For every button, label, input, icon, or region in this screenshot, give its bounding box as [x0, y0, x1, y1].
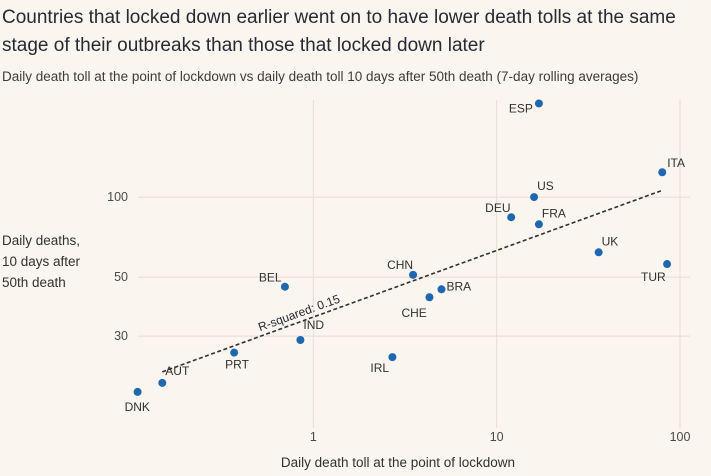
trendline-group: R-squared: 0.15 — [162, 189, 663, 373]
point-tur — [663, 260, 672, 269]
point-us — [530, 193, 539, 202]
y-axis-label: Daily deaths, 10 days after 50th death — [2, 233, 81, 290]
label-us: US — [537, 179, 554, 193]
data-points — [133, 99, 672, 396]
label-prt: PRT — [225, 358, 249, 372]
point-labels: ESP ITA US DEU FRA UK TUR CHN BRA CHE BEL IND IRL PRT… — [125, 101, 685, 413]
chart-subtitle: Daily death toll at the point of lockdow… — [2, 69, 639, 84]
y-axis-label-line: 10 days after — [2, 254, 81, 269]
label-esp: ESP — [509, 101, 533, 115]
x-tick-10: 10 — [490, 430, 504, 444]
r-squared-annotation: R-squared: 0.15 — [256, 292, 342, 335]
label-fra: FRA — [542, 206, 566, 220]
point-chn — [409, 270, 418, 279]
gridlines — [138, 100, 690, 428]
y-axis-label-line: Daily deaths, — [2, 233, 80, 248]
x-tick-labels: 1 10 100 — [310, 430, 691, 444]
point-fra — [534, 220, 543, 229]
point-ita — [658, 168, 667, 177]
point-aut — [158, 378, 167, 387]
y-tick-30: 30 — [114, 329, 128, 343]
point-che — [425, 293, 434, 302]
x-tick-100: 100 — [670, 430, 691, 444]
label-chn: CHN — [387, 258, 413, 272]
label-ita: ITA — [667, 156, 685, 170]
trendline — [162, 189, 663, 373]
x-tick-1: 1 — [310, 430, 317, 444]
y-tick-labels: 30 50 100 — [107, 190, 128, 343]
point-bel — [280, 282, 289, 291]
label-bra: BRA — [446, 279, 471, 293]
chart-title: Countries that locked down earlier went … — [2, 7, 676, 56]
y-tick-50: 50 — [114, 270, 128, 284]
point-esp — [534, 99, 543, 108]
label-bel: BEL — [259, 271, 282, 285]
label-ind: IND — [303, 318, 324, 332]
x-axis-label: Daily death toll at the point of lockdow… — [281, 455, 515, 470]
point-irl — [388, 353, 397, 362]
label-uk: UK — [602, 234, 619, 248]
y-tick-100: 100 — [107, 190, 128, 204]
label-tur: TUR — [641, 270, 666, 284]
point-ind — [296, 335, 305, 344]
point-uk — [594, 248, 603, 257]
label-che: CHE — [401, 306, 426, 320]
label-dnk: DNK — [125, 400, 150, 414]
y-axis-label-line: 50th death — [2, 275, 66, 290]
point-deu — [507, 213, 516, 222]
point-dnk — [133, 387, 142, 396]
point-bra — [437, 285, 446, 294]
point-prt — [230, 348, 239, 357]
label-aut: AUT — [165, 364, 190, 378]
label-deu: DEU — [485, 201, 510, 215]
label-irl: IRL — [370, 361, 389, 375]
